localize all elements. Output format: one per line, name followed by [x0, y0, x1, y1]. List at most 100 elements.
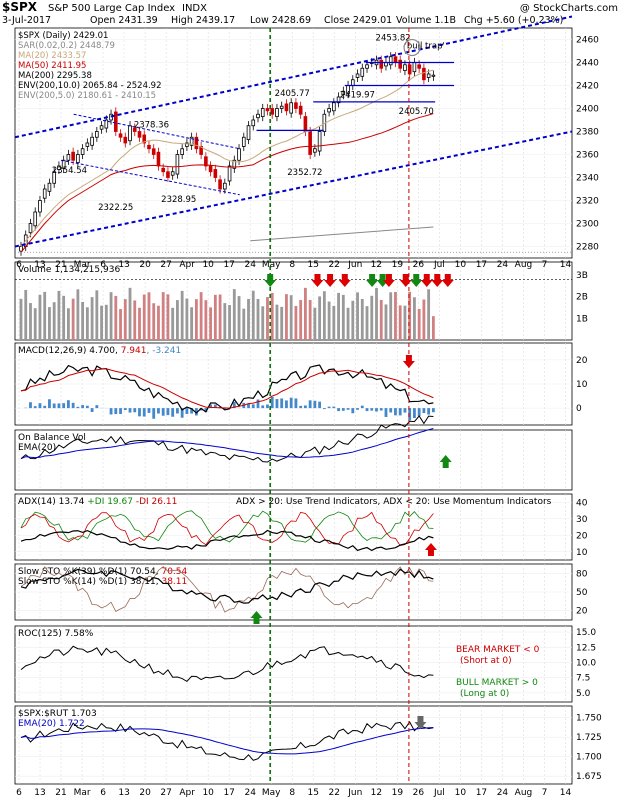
volume-bar: [351, 300, 355, 340]
ratio-line: [20, 721, 434, 761]
sto39-legend: Slow STO %K(39) %D(1) 70.54, 70.54: [18, 567, 188, 577]
volume-bar: [95, 290, 99, 340]
macd-hist-bar: [427, 408, 431, 415]
candle-body: [118, 133, 123, 138]
chart-name: S&P 500 Large Cap Index: [48, 3, 175, 14]
price-tick-label: 2280: [576, 243, 599, 253]
adx-panel-frame: [14, 493, 573, 561]
volume-bar: [299, 300, 303, 340]
candle-body: [208, 165, 213, 173]
plus-di-line: [20, 510, 434, 543]
price-legend-item: ENV(200,5.0) 2180.61 - 2410.15: [18, 91, 156, 101]
roc-panel-frame: [14, 625, 573, 703]
candle-body: [417, 64, 421, 69]
candle-body: [407, 64, 412, 75]
volume-bar: [19, 298, 23, 340]
macd-hist-bar: [422, 408, 426, 414]
macd-hist-bar: [327, 406, 331, 409]
volume-bar: [180, 290, 184, 340]
x-tick-label: Jul: [433, 260, 445, 270]
volume-bar: [413, 297, 416, 340]
x-tick-label: 26: [413, 260, 425, 270]
candle-body: [412, 62, 417, 73]
x-tick-label: Aug: [515, 260, 533, 270]
ma200-line: [250, 226, 434, 242]
macd-hist-bar: [213, 404, 217, 409]
macd-hist-bar: [313, 400, 317, 409]
ratio-tick-label: 1.675: [576, 772, 602, 782]
price-legend-item: ENV(200,10.0) 2065.84 - 2524.92: [18, 81, 162, 91]
candle-body: [166, 171, 170, 178]
volume-bar: [417, 308, 421, 340]
volume-bar: [341, 294, 345, 340]
x-tick-label: 10: [455, 260, 467, 270]
x-tick-label: 13: [118, 788, 129, 798]
candle-body: [38, 200, 42, 213]
candle-body: [431, 74, 436, 77]
volume-bar: [280, 306, 284, 340]
roc-tick-label: 15.0: [576, 628, 596, 638]
candle-body: [327, 108, 331, 113]
macd-hist-bar: [209, 404, 213, 409]
macd-hist-bar: [33, 406, 37, 409]
bull-market-sub: (Long at 0): [460, 689, 509, 699]
volume-bar: [266, 297, 269, 340]
price-tick-label: 2460: [576, 36, 599, 46]
chart-change: Chg +5.60 (+0.23%): [464, 15, 563, 26]
candle-body: [365, 64, 369, 69]
volume-bar: [204, 300, 208, 340]
sto14-line: [20, 566, 434, 613]
x-tick-label: 13: [34, 260, 45, 270]
volume-bar: [403, 305, 407, 340]
volume-bar: [289, 295, 293, 340]
volume-tick-label: 2B: [576, 293, 588, 303]
macd-tick-label: 20: [576, 356, 588, 366]
x-tick-label: Jun: [347, 788, 362, 798]
volume-bar: [398, 305, 402, 340]
macd-hist-bar: [123, 408, 127, 411]
roc-legend: ROC(125) 7.58%: [18, 629, 94, 639]
price-annotation: 2352.72: [287, 168, 322, 178]
wedge-upper-line: [73, 113, 240, 150]
candle-body: [123, 136, 128, 144]
macd-hist-bar: [176, 408, 179, 414]
x-tick-label: 19: [392, 788, 404, 798]
candle-body: [180, 148, 184, 155]
macd-hist-bar: [157, 408, 160, 414]
lower-trend-line: [14, 130, 573, 248]
price-legend-item: $SPX (Daily) 2429.01: [18, 31, 108, 41]
x-tick-label: 6: [16, 260, 22, 270]
macd-hist-bar: [403, 408, 407, 413]
macd-hist-bar: [119, 408, 122, 414]
volume-bar: [33, 308, 37, 340]
macd-hist-bar: [379, 408, 383, 411]
volume-bar: [360, 298, 364, 340]
candle-body: [80, 148, 85, 155]
volume-bar: [242, 308, 246, 340]
chart-low: Low 2428.69: [250, 15, 311, 26]
macd-hist-bar: [185, 408, 189, 414]
volume-bar: [313, 307, 317, 340]
price-tick-label: 2380: [576, 128, 599, 138]
volume-bar: [57, 290, 61, 340]
macd-hist-bar: [346, 408, 350, 410]
candle-body: [398, 59, 403, 69]
volume-bar: [190, 307, 194, 340]
candle-body: [422, 67, 426, 81]
macd-hist-bar: [204, 408, 208, 412]
macd-hist-bar: [356, 408, 359, 410]
red-arrow-down: [399, 274, 412, 287]
volume-bar: [308, 299, 312, 340]
volume-bar: [318, 296, 322, 340]
volume-bar: [370, 295, 374, 340]
volume-bar: [337, 292, 340, 340]
volume-bar: [100, 305, 103, 340]
price-annotation: 2378.36: [134, 120, 169, 130]
macd-hist-bar: [413, 408, 416, 418]
price-annotation: 2328.95: [161, 195, 196, 205]
upper-trend-line: [14, 15, 573, 139]
macd-hist-bar: [318, 401, 322, 409]
green-arrow-down: [410, 274, 423, 287]
x-tick-label: 17: [476, 788, 487, 798]
